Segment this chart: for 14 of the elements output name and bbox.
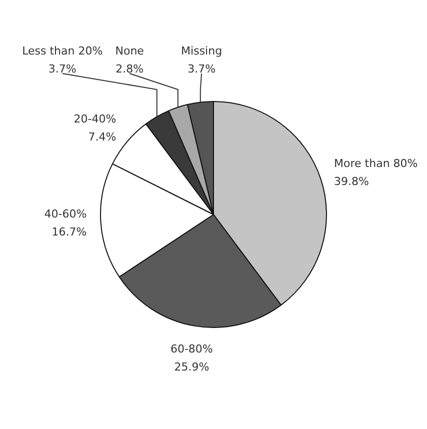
slice-label: 60-80%	[170, 342, 213, 356]
data-label: 16.7%	[52, 225, 87, 238]
slice-label: More than 80%	[334, 156, 418, 170]
data-label: 3.7%	[48, 62, 76, 76]
slice-label: 40-60%	[44, 207, 87, 220]
data-label: 7.4%	[88, 130, 116, 144]
slice-label: Missing	[181, 44, 222, 58]
data-label: 2.8%	[116, 62, 144, 76]
data-label: 25.9%	[174, 360, 210, 374]
slice-label: Less than 20%	[22, 44, 103, 58]
data-label: 39.8%	[334, 174, 369, 188]
slice-label: 20-40%	[74, 112, 116, 126]
data-label: 3.7%	[188, 62, 216, 76]
slice-label: None	[115, 44, 144, 58]
